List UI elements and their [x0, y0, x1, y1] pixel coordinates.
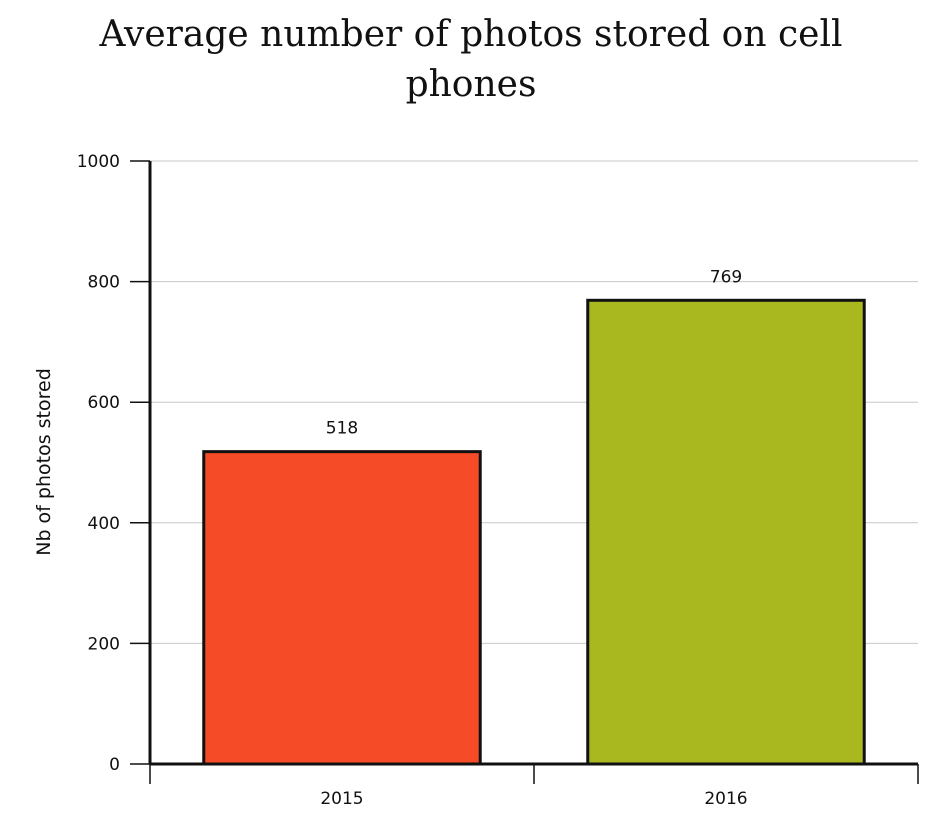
chart-title-line-2: phones: [405, 64, 537, 105]
chart-title: Average number of photos stored on cell …: [0, 10, 942, 110]
y-axis-title: Nb of photos stored: [33, 368, 55, 556]
y-tick-label: 800: [88, 273, 120, 293]
axes: [130, 160, 919, 784]
chart-title-line-1: Average number of photos stored on cell: [99, 14, 843, 55]
data-label-2015: 518: [326, 419, 358, 439]
labels: 0 200 400 600 800 1000 518 2015 769 2016: [77, 152, 748, 809]
y-tick-label: 200: [88, 634, 120, 654]
x-tick-label-2015: 2015: [320, 789, 363, 809]
y-tick-label: 0: [109, 755, 120, 775]
bar-2015: [202, 450, 482, 766]
bars: [202, 298, 866, 766]
bar-2016: [586, 298, 866, 766]
y-tick-label: 600: [88, 393, 120, 413]
y-tick-label: 400: [88, 514, 120, 534]
y-tick-label: 1000: [77, 152, 120, 172]
x-tick-label-2016: 2016: [704, 789, 747, 809]
data-label-2016: 769: [710, 267, 742, 287]
